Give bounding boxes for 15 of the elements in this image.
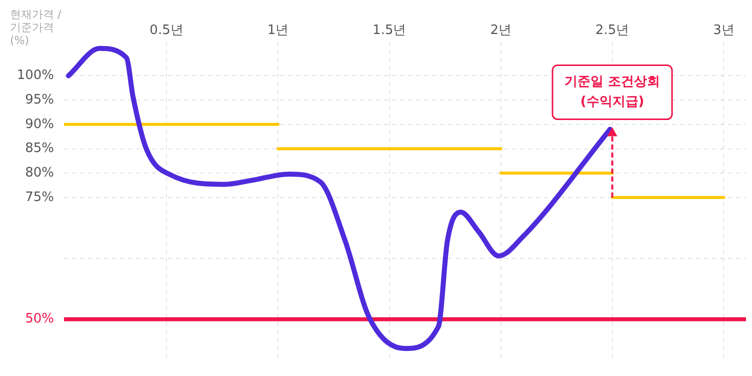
x-tick-label: 0.5년 [150,23,184,38]
x-tick-label: 1.5년 [372,23,406,38]
x-tick-label: 3년 [713,23,734,38]
x-tick-label: 2년 [490,23,512,38]
y-tick-label: 80% [25,165,54,180]
x-tick-label: 1년 [267,23,289,38]
y-tick-label: 50% [25,312,54,327]
y-tick-label: 85% [25,141,54,156]
y-tick-label: 95% [25,92,54,108]
x-tick-label: 2.5년 [595,23,630,38]
y-tick-label: 100% [16,68,54,84]
y-axis-title: 현재가격 / 기준가격 (%) [10,8,62,47]
y-tick-label: 75% [25,190,54,205]
y-tick-label: 90% [25,116,54,132]
annotation: 기준일 조건상회 (수익지급) [564,74,660,110]
